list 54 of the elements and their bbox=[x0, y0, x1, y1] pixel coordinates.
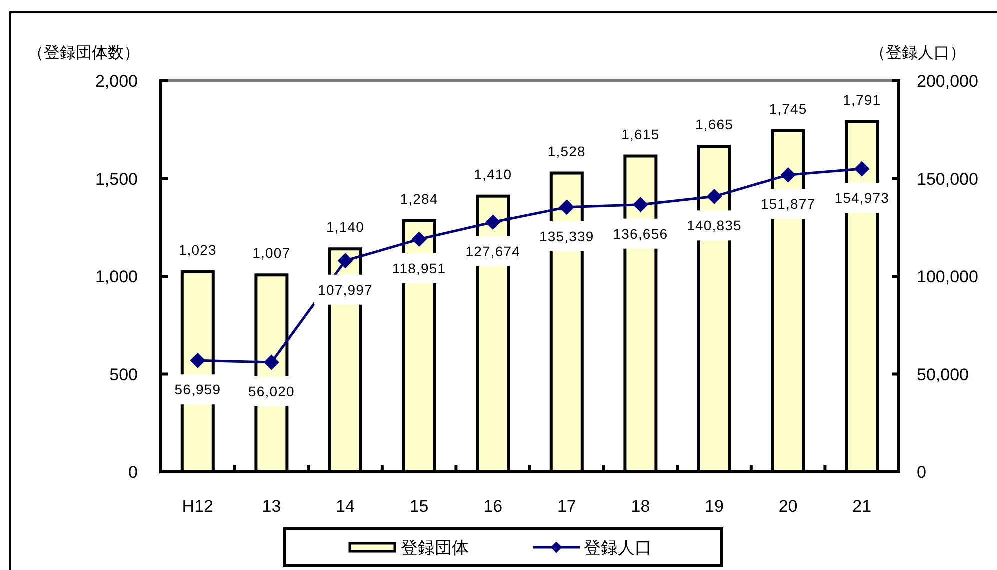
x-tick-label: 17 bbox=[557, 497, 576, 516]
x-tick-label: 16 bbox=[484, 497, 503, 516]
x-tick-label: 21 bbox=[852, 497, 872, 516]
data-label: 1,023 bbox=[178, 242, 217, 258]
data-label: 118,951 bbox=[392, 260, 446, 276]
point bbox=[264, 354, 280, 370]
data-label: 135,339 bbox=[539, 228, 594, 244]
y2-tick-label: 100,000 bbox=[917, 268, 978, 286]
x-tick-label: 13 bbox=[262, 497, 282, 516]
y2-tick-label: 150,000 bbox=[917, 170, 978, 189]
y-tick-label: 500 bbox=[110, 365, 138, 384]
data-label: 1,528 bbox=[548, 143, 586, 160]
x-tick-label: 20 bbox=[778, 497, 798, 516]
point bbox=[633, 197, 648, 212]
y2-tick-label: 50,000 bbox=[917, 365, 969, 384]
point bbox=[338, 253, 353, 268]
point bbox=[707, 189, 722, 204]
point bbox=[190, 353, 206, 368]
y-tick-label: 0 bbox=[128, 463, 138, 482]
data-label: 1,284 bbox=[400, 190, 438, 207]
x-tick-label: H12 bbox=[182, 497, 214, 516]
data-label: 1,665 bbox=[695, 116, 734, 132]
data-label: 1,791 bbox=[843, 92, 882, 108]
data-label: 56,959 bbox=[174, 382, 222, 398]
data-label: 151,877 bbox=[760, 196, 816, 212]
data-label: 107,997 bbox=[318, 282, 373, 298]
point bbox=[780, 168, 796, 183]
x-tick-label: 19 bbox=[705, 497, 724, 516]
data-label: 1,615 bbox=[622, 126, 660, 142]
data-label: 1,410 bbox=[474, 166, 512, 182]
y-tick-label: 1,500 bbox=[95, 170, 138, 189]
data-label: 136,656 bbox=[613, 226, 668, 242]
point bbox=[412, 232, 427, 247]
point bbox=[854, 162, 870, 177]
y2-axis-title: （登録人口） bbox=[870, 45, 966, 62]
legend-label: 登録人口 bbox=[584, 538, 652, 558]
data-label: 127,674 bbox=[466, 243, 521, 260]
point bbox=[559, 200, 574, 215]
data-label: 1,745 bbox=[769, 100, 808, 117]
y2-tick-label: 0 bbox=[917, 463, 926, 482]
y-axis-title: （登録団体数） bbox=[28, 45, 140, 62]
legend-label: 登録団体 bbox=[401, 538, 469, 558]
y2-tick-label: 200,000 bbox=[917, 72, 978, 91]
y-tick-label: 1,000 bbox=[95, 268, 138, 286]
x-tick-label: 18 bbox=[631, 497, 650, 516]
y-tick-label: 2,000 bbox=[95, 72, 138, 91]
data-label: 1,007 bbox=[252, 245, 291, 262]
data-label: 140,835 bbox=[687, 218, 742, 234]
data-label: 56,020 bbox=[248, 383, 295, 400]
x-tick-label: 14 bbox=[336, 497, 355, 516]
data-label: 1,140 bbox=[326, 219, 365, 236]
data-label: 154,973 bbox=[834, 190, 890, 206]
point bbox=[486, 214, 501, 230]
x-tick-label: 15 bbox=[410, 497, 429, 516]
